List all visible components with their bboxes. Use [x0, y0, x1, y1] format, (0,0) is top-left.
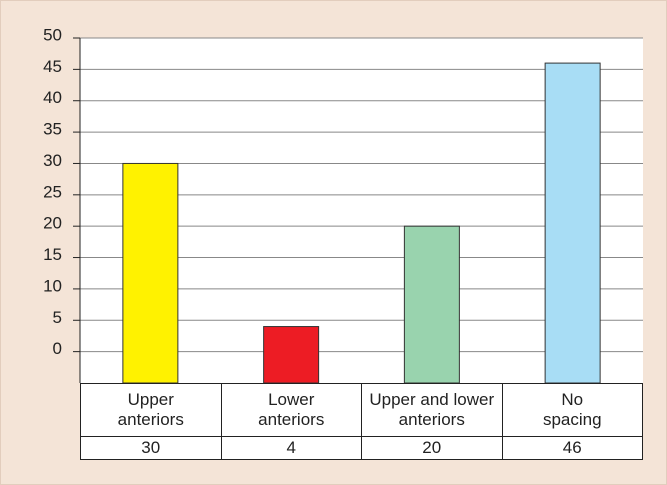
bar — [263, 326, 320, 384]
y-tick-label: 5 — [53, 308, 62, 327]
y-tick-label: 40 — [43, 88, 62, 107]
y-tick-label: 0 — [53, 339, 62, 358]
category-label: Lower anteriors — [220, 383, 362, 437]
y-tick-label: 20 — [43, 214, 62, 233]
value-label: 4 — [220, 436, 362, 460]
value-label: 20 — [361, 436, 503, 460]
y-tick-label: 45 — [43, 57, 62, 76]
y-tick-label: 25 — [43, 182, 62, 201]
category-label: Upper and lower anteriors — [361, 383, 503, 437]
value-row: 30 4 20 46 — [80, 436, 643, 460]
category-label: Upper anteriors — [80, 383, 222, 437]
y-tick-label: 15 — [43, 245, 62, 264]
y-tick-label: 35 — [43, 120, 62, 139]
y-tick-label: 10 — [43, 276, 62, 295]
bar — [544, 62, 601, 384]
value-label: 46 — [501, 436, 643, 460]
y-tick-label: 30 — [43, 151, 62, 170]
category-row: Upper anteriors Lower anteriors Upper and … — [80, 383, 643, 437]
category-label: No spacing — [501, 383, 643, 437]
data-table: Upper anteriors Lower anteriors Upper and … — [80, 383, 643, 460]
y-tick-label: 50 — [43, 25, 62, 44]
value-label: 30 — [80, 436, 222, 460]
bar — [122, 162, 179, 384]
bar — [403, 225, 460, 384]
